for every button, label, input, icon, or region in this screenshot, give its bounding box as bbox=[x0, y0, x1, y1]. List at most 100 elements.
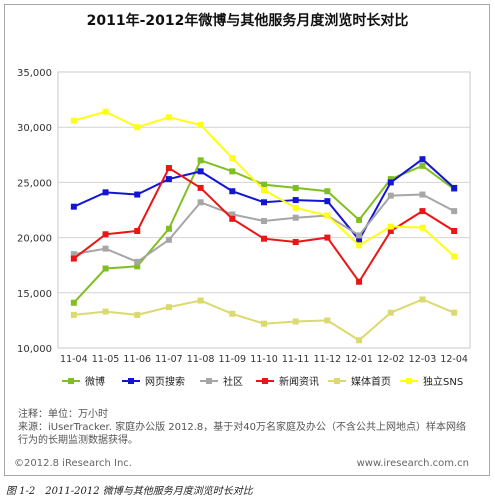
x-tick-label: 11-12 bbox=[314, 354, 342, 365]
note-source-cont: 行为的长期监测数据获得。 bbox=[18, 435, 138, 446]
y-tick-label: 15,000 bbox=[17, 289, 52, 300]
data-point bbox=[451, 309, 458, 316]
legend-item: 网页搜索 bbox=[122, 375, 185, 388]
x-tick-label: 12-01 bbox=[345, 354, 373, 365]
data-point bbox=[165, 225, 172, 232]
data-point bbox=[70, 255, 77, 262]
data-point bbox=[324, 317, 331, 324]
data-point bbox=[387, 192, 394, 199]
y-tick-label: 20,000 bbox=[17, 234, 52, 245]
legend-item: 社区 bbox=[200, 375, 243, 388]
data-point bbox=[261, 218, 267, 225]
data-point bbox=[134, 191, 141, 198]
data-point bbox=[324, 234, 331, 241]
data-point bbox=[229, 155, 236, 162]
data-point bbox=[70, 299, 77, 306]
chart-title: 2011年-2012年微博与其他服务月度浏览时长对比 bbox=[86, 13, 409, 29]
data-point bbox=[292, 239, 299, 246]
legend-marker bbox=[128, 378, 134, 384]
x-tick-label: 11-08 bbox=[187, 354, 215, 365]
data-point bbox=[419, 224, 426, 231]
data-point bbox=[197, 157, 204, 164]
data-point bbox=[134, 124, 141, 131]
data-point bbox=[70, 311, 77, 318]
data-point bbox=[292, 184, 299, 191]
data-point bbox=[229, 188, 236, 195]
series-6 bbox=[70, 108, 458, 260]
data-point bbox=[387, 309, 394, 316]
legend-label: 社区 bbox=[223, 375, 243, 388]
data-point bbox=[102, 245, 109, 252]
data-point bbox=[324, 212, 331, 219]
website-text: www.iresearch.com.cn bbox=[356, 458, 469, 469]
legend-marker bbox=[68, 378, 74, 384]
legend-label: 新闻资讯 bbox=[279, 375, 319, 388]
data-point bbox=[229, 168, 236, 175]
data-point bbox=[451, 253, 458, 260]
data-point bbox=[102, 108, 109, 115]
data-point bbox=[451, 208, 458, 215]
data-point bbox=[70, 203, 77, 210]
data-point bbox=[292, 204, 299, 211]
data-point bbox=[451, 184, 458, 191]
data-point bbox=[134, 227, 141, 234]
grid-layer bbox=[57, 71, 471, 349]
data-point bbox=[165, 176, 172, 183]
legend-item: 微博 bbox=[62, 375, 105, 388]
data-point bbox=[102, 265, 109, 272]
x-tick-label: 12-04 bbox=[440, 354, 468, 365]
series-5 bbox=[70, 296, 458, 344]
legend-item: 媒体首页 bbox=[328, 375, 391, 388]
y-tick-label: 35,000 bbox=[17, 68, 52, 79]
legend-label: 独立SNS bbox=[423, 375, 463, 388]
data-point bbox=[356, 242, 363, 249]
x-tick-label: 11-06 bbox=[123, 354, 151, 365]
data-point bbox=[261, 199, 267, 206]
data-point bbox=[102, 308, 109, 315]
data-point bbox=[197, 297, 204, 304]
figure-caption: 图 1-2 2011-2012 微博与其他服务月度浏览时长对比 bbox=[6, 486, 253, 497]
data-point bbox=[292, 214, 299, 221]
axis-layer: 10,000 15,000 20,000 25,000 30,000 35,000 11-0… bbox=[17, 68, 468, 365]
data-point bbox=[165, 304, 172, 311]
data-point bbox=[356, 337, 363, 344]
x-tick-label: 11-11 bbox=[282, 354, 310, 365]
data-point bbox=[387, 176, 394, 183]
data-point bbox=[102, 189, 109, 196]
legend-label: 微博 bbox=[85, 375, 105, 388]
data-point bbox=[451, 227, 458, 234]
x-tick-label: 11-07 bbox=[155, 354, 183, 365]
x-tick-label: 12-02 bbox=[377, 354, 405, 365]
legend-item: 新闻资讯 bbox=[256, 375, 319, 388]
x-tick-label: 11-04 bbox=[60, 354, 88, 365]
x-tick-label: 11-09 bbox=[219, 354, 247, 365]
line-chart: 10,000 15,000 20,000 25,000 30,000 35,000 11-0… bbox=[17, 68, 471, 388]
data-point bbox=[134, 311, 141, 318]
legend-marker bbox=[206, 378, 212, 384]
data-point bbox=[229, 310, 236, 317]
y-tick-label: 25,000 bbox=[17, 178, 52, 189]
data-point bbox=[197, 199, 204, 206]
note-unit: 注释：单位：万小时 bbox=[18, 409, 108, 420]
series-line bbox=[73, 298, 455, 342]
copyright-text: ©2012.8 iResearch Inc. bbox=[14, 458, 132, 469]
series-4 bbox=[70, 165, 458, 285]
data-point bbox=[356, 216, 363, 223]
x-tick-label: 11-05 bbox=[92, 354, 120, 365]
legend-marker bbox=[262, 378, 268, 384]
data-point bbox=[261, 235, 267, 242]
data-point bbox=[261, 320, 267, 327]
data-point bbox=[165, 165, 172, 172]
data-point bbox=[134, 258, 141, 265]
data-point bbox=[229, 215, 236, 222]
data-point bbox=[387, 179, 394, 186]
legend-marker bbox=[406, 378, 412, 384]
data-point bbox=[261, 187, 267, 194]
legend-label: 网页搜索 bbox=[145, 375, 185, 388]
data-point bbox=[419, 208, 426, 215]
data-point bbox=[229, 211, 236, 218]
data-point bbox=[292, 197, 299, 204]
data-point bbox=[356, 236, 363, 243]
data-point bbox=[197, 168, 204, 175]
data-point bbox=[356, 232, 363, 239]
